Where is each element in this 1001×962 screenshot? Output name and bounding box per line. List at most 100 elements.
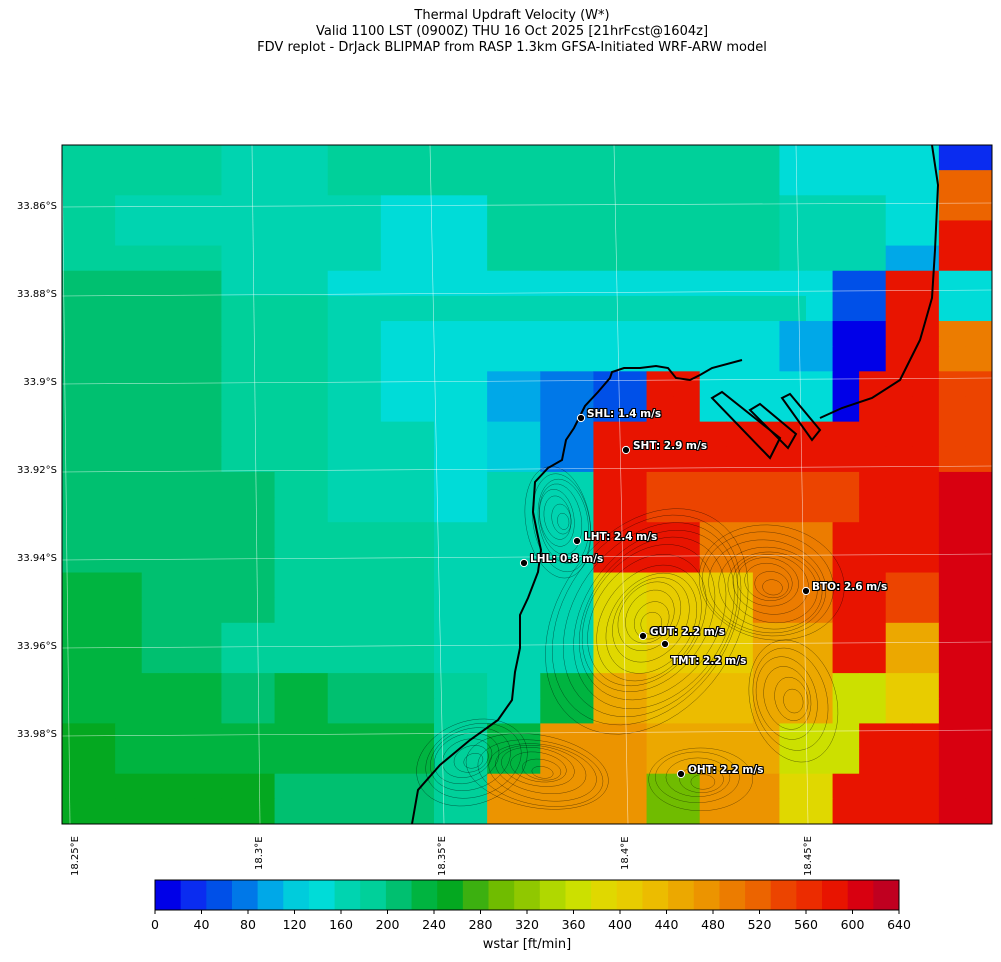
colorbar-tick-label: 640	[887, 917, 911, 932]
grid-cell	[115, 497, 143, 523]
grid-cell	[407, 522, 435, 548]
grid-cell	[221, 321, 249, 347]
grid-cell	[88, 145, 116, 171]
grid-cell	[779, 673, 807, 699]
grid-cell	[327, 522, 355, 548]
grid-cell	[62, 295, 90, 322]
colorbar	[154, 879, 900, 914]
grid-cell	[407, 497, 435, 523]
grid-cell	[301, 698, 329, 725]
grid-cell	[434, 547, 462, 574]
grid-cell	[460, 371, 488, 398]
grid-cell	[726, 295, 754, 322]
grid-cell	[248, 497, 276, 523]
grid-cell	[434, 446, 462, 473]
grid-cell	[248, 421, 276, 448]
grid-cell	[194, 270, 223, 297]
grid-cell	[62, 245, 90, 272]
grid-cell	[965, 396, 992, 423]
colorbar-tick-label: 0	[151, 917, 159, 932]
grid-cell	[965, 295, 992, 322]
grid-cell	[487, 522, 515, 548]
grid-cell	[327, 371, 355, 398]
grid-cell	[646, 270, 674, 297]
grid-cell	[540, 295, 568, 322]
grid-cell	[593, 497, 621, 523]
grid-cell	[965, 270, 992, 297]
grid-cell	[965, 522, 992, 548]
contour-line	[744, 562, 793, 601]
station-label-gut: GUT: 2.2 m/s	[650, 626, 725, 638]
station-marker-lht	[572, 536, 582, 546]
grid-cell	[859, 295, 887, 322]
grid-cell	[859, 220, 887, 247]
grid-cell	[779, 195, 807, 222]
grid-cell	[752, 723, 781, 750]
colorbar-swatch	[462, 880, 490, 910]
grid-cell	[327, 597, 355, 624]
grid-cell	[540, 597, 568, 624]
grid-cell	[699, 773, 727, 800]
grid-cell	[726, 723, 754, 750]
grid-cell	[327, 547, 355, 574]
grid-cell	[965, 497, 992, 523]
grid-cell	[806, 446, 834, 473]
grid-cell	[673, 346, 701, 372]
grid-cell	[646, 597, 674, 624]
grid-cell	[221, 145, 249, 171]
grid-cell	[885, 170, 913, 196]
grid-cell	[168, 647, 196, 674]
contour-line	[425, 723, 522, 799]
grid-cell	[460, 698, 488, 725]
grid-cell	[62, 572, 90, 599]
grid-cell	[168, 748, 196, 775]
colorbar-swatch	[616, 880, 643, 910]
grid-cell	[141, 723, 169, 750]
grid-cell	[141, 622, 169, 649]
contour-line	[581, 544, 716, 692]
grid-cell	[194, 673, 223, 699]
grid-cell	[141, 295, 169, 322]
grid-cell	[487, 723, 515, 750]
grid-cell	[965, 471, 992, 498]
grid-cell	[965, 622, 992, 649]
grid-cell	[274, 798, 302, 824]
grid-cell	[726, 497, 754, 523]
grid-cell	[699, 497, 727, 523]
grid-cell	[221, 647, 249, 674]
grid-cell	[194, 497, 223, 523]
grid-cell	[221, 220, 249, 247]
grid-cell	[407, 295, 435, 322]
grid-cell	[859, 145, 887, 171]
contour-line	[774, 676, 809, 721]
grid-cell	[168, 346, 196, 372]
grid-cell	[248, 321, 276, 347]
grid-cell	[141, 245, 169, 272]
grid-cell	[327, 773, 355, 800]
contour-line	[625, 589, 675, 644]
grid-cell	[194, 723, 223, 750]
colorbar-swatch	[514, 880, 541, 910]
grid-cell	[859, 421, 887, 448]
grid-cell	[460, 245, 488, 272]
grid-cell	[566, 597, 595, 624]
grid-cell	[673, 270, 701, 297]
grid-cell	[859, 698, 887, 725]
grid-cell	[168, 220, 196, 247]
grid-cell	[460, 798, 488, 824]
grid-cell	[327, 647, 355, 674]
grid-cell	[115, 396, 143, 423]
grid-cell	[487, 195, 515, 222]
grid-cell	[806, 245, 834, 272]
colorbar-swatch	[642, 880, 669, 910]
grid-cell	[513, 145, 541, 171]
grid-cell	[726, 572, 754, 599]
grid-cell	[221, 748, 249, 775]
grid-cell	[487, 446, 515, 473]
contour-line	[648, 747, 753, 811]
grid-cell	[859, 245, 887, 272]
grid-cell	[115, 346, 143, 372]
grid-cell	[885, 145, 913, 171]
grid-cell	[274, 396, 302, 423]
grid-cell	[912, 371, 940, 398]
